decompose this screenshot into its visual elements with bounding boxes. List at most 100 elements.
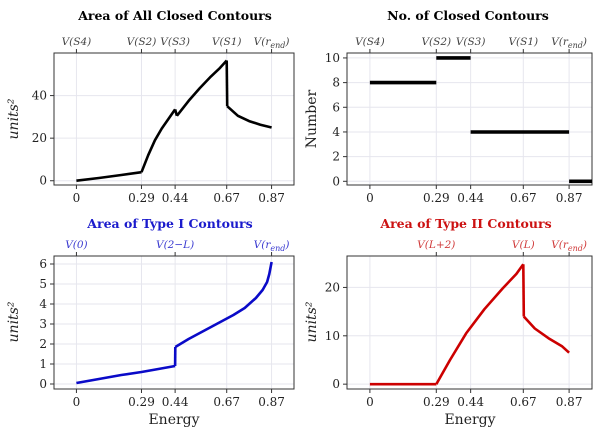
top-tick-label: V(rend) <box>551 239 587 253</box>
y-tick-label: 5 <box>39 277 47 291</box>
x-tick-label: 0.67 <box>510 395 537 409</box>
series-line <box>140 108 177 173</box>
x-tick-label: 0.87 <box>556 191 583 205</box>
x-tick-label: 0.29 <box>423 395 450 409</box>
plot-frame <box>346 255 593 390</box>
plot-frame <box>346 52 593 186</box>
x-tick-label: 0 <box>366 395 374 409</box>
x-tick-label: 0.87 <box>258 191 285 205</box>
y-tick-labels: 0 1 2 3 4 5 6 <box>39 257 54 391</box>
y-tick-label: 10 <box>325 51 340 65</box>
gridlines <box>347 53 592 185</box>
top-tick-label: V(S2) <box>127 36 157 48</box>
top-tick-label: V(S1) <box>508 36 538 48</box>
plot-frame <box>53 52 295 186</box>
x-tick-labels: 0 0.29 0.44 0.67 0.87 <box>73 185 285 205</box>
series-line <box>226 105 272 129</box>
y-tick-label: 4 <box>39 297 47 311</box>
top-axis-labels: V(0) V(2−L) V(rend) <box>65 239 289 256</box>
y-tick-label: 0 <box>39 377 47 391</box>
x-tick-label: 0 <box>366 191 374 205</box>
top-tick-label: V(rend) <box>254 239 290 253</box>
top-tick-label: V(S4) <box>62 36 92 48</box>
top-tick-label: V(L+2) <box>417 239 455 251</box>
x-axis-label: Energy <box>444 412 495 428</box>
series-lines <box>76 59 272 182</box>
x-tick-label: 0 <box>73 191 81 205</box>
x-tick-label: 0.29 <box>128 395 155 409</box>
top-tick-label: V(S4) <box>355 36 385 48</box>
y-tick-label: 0 <box>332 174 340 188</box>
y-tick-label: 1 <box>39 357 47 371</box>
chart-title: No. of Closed Contours <box>387 8 549 23</box>
y-tick-label: 20 <box>325 280 340 294</box>
x-tick-label: 0.44 <box>162 191 189 205</box>
y-tick-label: 6 <box>332 100 340 114</box>
y-tick-label: 2 <box>39 337 47 351</box>
x-tick-label: 0.29 <box>423 191 450 205</box>
gridlines <box>54 53 294 185</box>
x-tick-label: 0 <box>73 395 81 409</box>
gridlines <box>54 256 294 389</box>
y-axis-label: Number <box>304 89 320 148</box>
top-tick-label: V(S2) <box>421 36 451 48</box>
top-tick-label: V(S1) <box>212 36 242 48</box>
x-tick-labels: 0 0.29 0.44 0.67 0.87 <box>73 389 285 409</box>
top-tick-label: V(rend) <box>551 36 587 50</box>
top-axis-labels: V(S4) V(S2) V(S3) V(S1) V(rend) <box>355 36 587 53</box>
series-lines <box>369 263 570 386</box>
y-tick-label: 0 <box>39 174 47 188</box>
x-tick-labels: 0 0.29 0.44 0.67 0.87 <box>366 185 582 205</box>
series-line <box>522 315 570 354</box>
top-tick-label: V(S3) <box>160 36 190 48</box>
series-line <box>225 60 229 107</box>
top-axis-labels: V(L+2) V(L) V(rend) <box>417 239 587 256</box>
series-lines <box>369 56 592 184</box>
x-tick-label: 0.67 <box>213 191 240 205</box>
y-axis-label: units² <box>6 301 22 342</box>
series-line <box>174 261 273 349</box>
x-axis-label: Energy <box>148 412 199 428</box>
series-line <box>435 263 525 385</box>
top-tick-label: V(2−L) <box>156 239 194 251</box>
chart-title: Area of All Closed Contours <box>77 8 272 23</box>
plot-frame <box>53 255 295 390</box>
y-tick-labels: 0 10 20 <box>325 280 347 391</box>
x-tick-label: 0.87 <box>258 395 285 409</box>
y-tick-label: 20 <box>32 131 47 145</box>
y-tick-label: 4 <box>332 125 340 139</box>
chart-title: Area of Type I Contours <box>86 216 252 231</box>
x-tick-label: 0.87 <box>556 395 583 409</box>
series-line <box>76 364 176 385</box>
chart-title: Area of Type II Contours <box>379 216 551 231</box>
x-tick-label: 0.67 <box>213 395 240 409</box>
top-tick-label: V(rend) <box>254 36 290 50</box>
y-tick-label: 0 <box>332 377 340 391</box>
x-tick-label: 0.29 <box>128 191 155 205</box>
top-tick-label: V(S3) <box>456 36 486 48</box>
x-tick-label: 0.44 <box>457 395 484 409</box>
y-tick-label: 8 <box>332 76 340 90</box>
series-line <box>175 59 228 117</box>
gridlines <box>347 256 592 389</box>
y-tick-label: 3 <box>39 317 47 331</box>
y-tick-label: 40 <box>32 89 47 103</box>
y-axis-label: units² <box>304 301 320 342</box>
y-tick-label: 10 <box>325 329 340 343</box>
y-tick-label: 6 <box>39 257 47 271</box>
series-line <box>76 170 142 182</box>
series-line <box>522 264 526 317</box>
panel-area-type-ii-contours: Area of Type II Contours V(L+2) V(L) V(ren… <box>304 216 593 428</box>
panel-area-type-i-contours: Area of Type I Contours V(0) V(2−L) V(rend… <box>6 216 295 428</box>
panel-area-all-closed-contours: Area of All Closed Contours V(S4) V(S2) V(… <box>6 8 295 205</box>
series-lines <box>76 261 273 385</box>
y-tick-labels: 0 20 40 <box>32 89 54 188</box>
y-axis-label: units² <box>6 98 22 139</box>
top-tick-label: V(0) <box>65 239 87 251</box>
y-tick-labels: 0 2 4 6 8 10 <box>325 51 347 188</box>
x-tick-label: 0.44 <box>162 395 189 409</box>
y-tick-label: 2 <box>332 150 340 164</box>
x-tick-label: 0.67 <box>510 191 537 205</box>
top-axis-labels: V(S4) V(S2) V(S3) V(S1) V(rend) <box>62 36 290 53</box>
